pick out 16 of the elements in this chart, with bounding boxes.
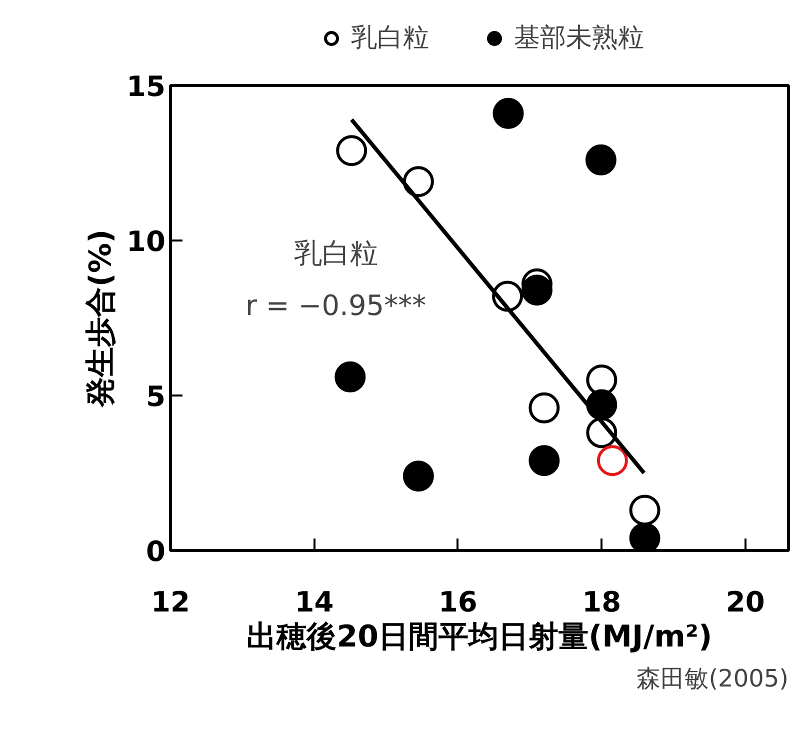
y-tick-label: 15	[126, 70, 166, 103]
x-tick-label: 12	[151, 586, 190, 618]
x-tick-label: 16	[438, 586, 478, 618]
text: 森田敏(2005)	[636, 664, 789, 692]
y-tick-label: 5	[146, 380, 166, 413]
annotation: 乳白粒	[294, 236, 378, 270]
legend-label: 乳白粒	[351, 22, 429, 55]
x-tick-label: 18	[582, 586, 622, 618]
legend-label: 基部未熟粒	[514, 22, 644, 55]
annotation: r = −0.95***	[245, 289, 426, 322]
x-axis-title: 出穂後20日間平均日射量(MJ/m²)	[246, 620, 712, 654]
y-tick-label: 0	[146, 535, 166, 568]
x-tick-label: 20	[726, 586, 765, 618]
y-tick-label: 10	[126, 225, 166, 258]
y-axis-title: 発生歩合(%)	[84, 229, 119, 408]
x-tick-label: 14	[294, 586, 334, 618]
